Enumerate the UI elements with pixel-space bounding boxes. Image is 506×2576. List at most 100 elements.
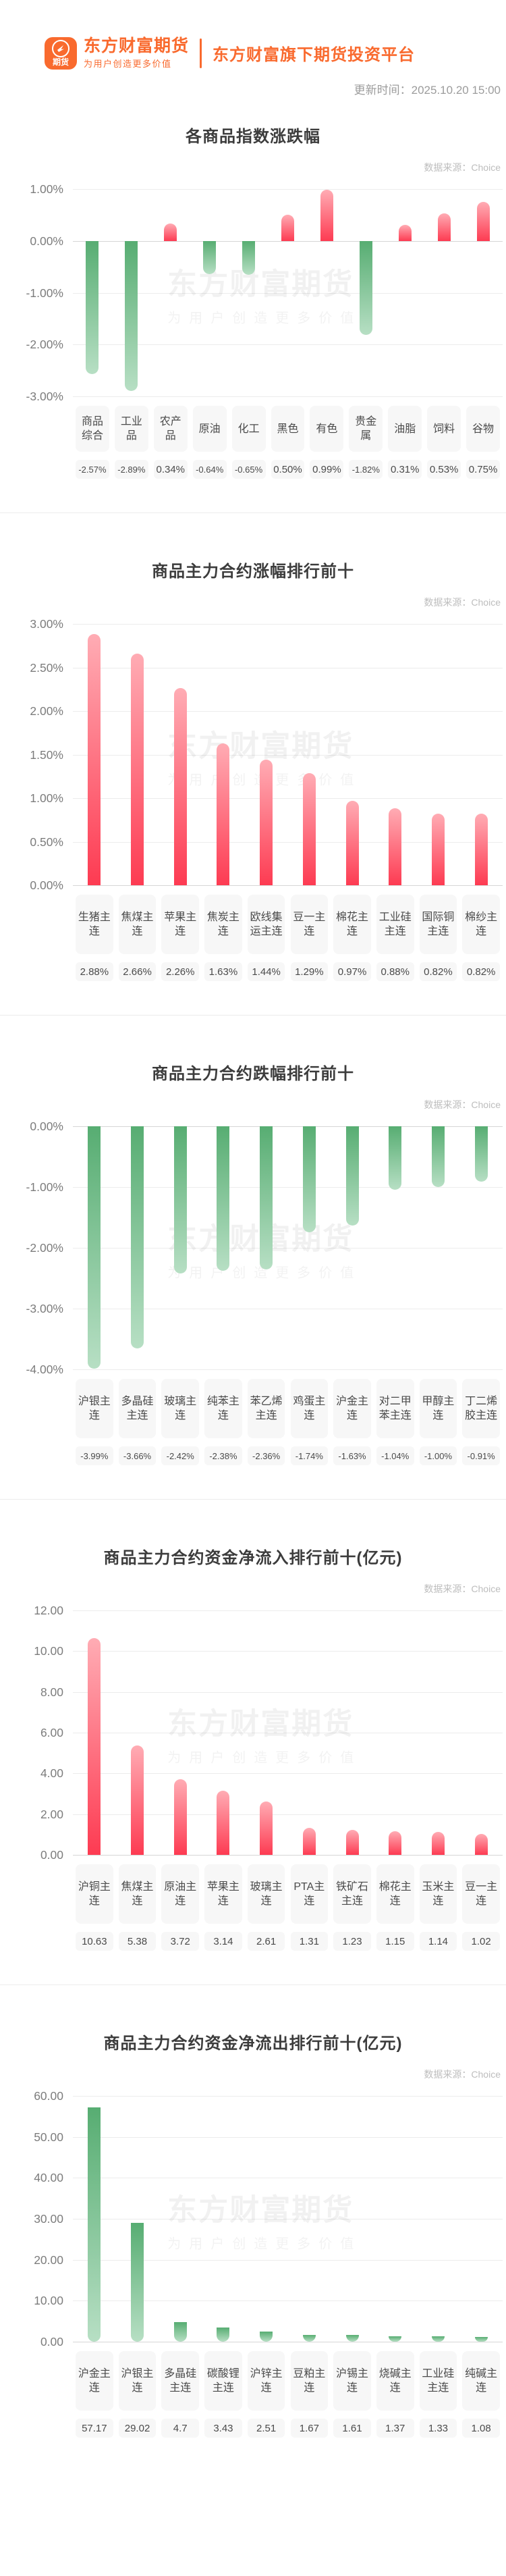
chart-title-index-change: 各商品指数涨跌幅	[186, 128, 320, 146]
category-chip: 生猪主连	[76, 895, 113, 954]
bar	[345, 2335, 359, 2342]
bar	[389, 1126, 402, 1190]
y-axis-tick-label: 1.50%	[30, 747, 63, 762]
category-chip: 黑色	[271, 406, 305, 452]
bar	[389, 808, 402, 885]
value-chip: -2.57%	[76, 460, 109, 479]
category-chip: 欧线集运主连	[247, 895, 285, 954]
grid-line	[73, 624, 503, 625]
watermark-line1: 东方财富期货	[167, 1707, 354, 1741]
category-chip: 焦煤主连	[118, 1864, 157, 1924]
bar	[359, 240, 372, 336]
grid-line	[73, 1126, 503, 1127]
bar	[302, 2334, 316, 2342]
y-axis-tick-label: 20.00	[34, 2253, 63, 2267]
category-chip: 烧碱主连	[376, 2351, 414, 2411]
category-chip: 棉花主连	[376, 1864, 414, 1924]
category-chip: 多晶硅主连	[161, 2351, 200, 2411]
y-axis-tick-label: 2.50%	[30, 660, 63, 675]
category-chip: 甲醇主连	[419, 1379, 457, 1438]
y-axis-tick-label: -1.00%	[26, 286, 63, 300]
y-axis-tick-label: 0.00	[40, 1848, 63, 1862]
value-chip: 0.97%	[333, 962, 371, 981]
grid-line	[73, 885, 503, 886]
value-chip: 29.02	[118, 2419, 157, 2438]
grid-line	[73, 292, 503, 294]
data-source-label: 数据来源：Choice	[424, 2069, 501, 2080]
category-chip: 工业品	[114, 406, 148, 452]
bar	[437, 213, 451, 241]
bar	[242, 240, 256, 275]
value-chip: -1.82%	[349, 460, 383, 479]
category-chip: 玻璃主连	[247, 1864, 285, 1924]
bar	[431, 1126, 445, 1187]
chart-section-net-outflow: 商品主力合约资金净流出排行前十(亿元) 数据来源：Choice 60.00 50.…	[0, 1985, 506, 2471]
section-divider	[0, 1499, 506, 1500]
y-axis-tick-label: 0.00%	[30, 234, 63, 248]
bar	[131, 2222, 144, 2342]
category-chip: 玻璃主连	[161, 1379, 200, 1438]
bar	[88, 2107, 101, 2342]
value-chip: 5.38	[118, 1932, 157, 1951]
grid-line	[73, 396, 503, 397]
bar	[389, 1831, 402, 1855]
bar	[217, 1126, 230, 1271]
value-chip: -2.38%	[204, 1446, 242, 1465]
futures-app-logo: 期货	[45, 36, 77, 70]
chart-title-top-losers: 商品主力合约跌幅排行前十	[152, 1065, 354, 1083]
value-chip: 0.53%	[427, 460, 461, 479]
category-chip: 饲料	[427, 406, 461, 452]
category-chip: 苯乙烯主连	[247, 1379, 285, 1438]
y-axis-tick-label: 30.00	[34, 2212, 63, 2226]
value-chip: 2.61	[247, 1932, 285, 1951]
category-chip: 原油主连	[161, 1864, 200, 1924]
grid-line	[73, 841, 503, 843]
value-chip: 0.82%	[419, 962, 457, 981]
value-chip: 1.14	[419, 1932, 457, 1951]
value-chip: 1.02	[462, 1932, 500, 1951]
watermark-line2: 为用户创造更多价值	[167, 2236, 362, 2252]
value-chip: -1.04%	[376, 1446, 414, 1465]
brand-name: 东方财富期货	[84, 36, 190, 55]
value-chip: 0.88%	[376, 962, 414, 981]
bar	[320, 189, 333, 241]
chart-title-top-gainers: 商品主力合约涨幅排行前十	[152, 562, 354, 581]
category-chip: 谷物	[466, 406, 500, 452]
data-source-label: 数据来源：Choice	[424, 162, 501, 173]
bar	[281, 215, 294, 241]
category-chip: 油脂	[388, 406, 422, 452]
bar	[260, 760, 273, 885]
category-labels-row: 沪铜主连 焦煤主连 原油主连 苹果主连 玻璃主连 PTA主连 铁矿石主连 棉花主连 玉米主连 豆一…	[0, 1864, 506, 1924]
bar	[474, 2337, 488, 2342]
grid-line	[73, 1855, 503, 1856]
grid-line	[73, 1187, 503, 1188]
bar	[431, 814, 445, 885]
value-chip: -1.63%	[333, 1446, 371, 1465]
value-chip: 2.66%	[118, 962, 157, 981]
value-chip: 0.31%	[388, 460, 422, 479]
value-chip: -3.99%	[76, 1446, 113, 1465]
category-chip: 丁二烯胶主连	[462, 1379, 500, 1438]
value-labels-row: 57.17 29.02 4.7 3.43 2.51 1.67 1.61 1.37 1.33 1.0…	[0, 2419, 506, 2438]
data-source-label: 数据来源：Choice	[424, 1583, 501, 1594]
y-axis-tick-label: 2.00	[40, 1807, 63, 1821]
category-chip: 棉纱主连	[462, 895, 500, 954]
value-chip: 1.67	[290, 2419, 329, 2438]
value-chip: 1.31	[290, 1932, 329, 1951]
category-chip: 纯苯主连	[204, 1379, 242, 1438]
bar	[474, 1126, 488, 1182]
category-labels-row: 生猪主连 焦煤主连 苹果主连 焦炭主连 欧线集运主连 豆一主连 棉花主连 工业硅主连 国际铜主连…	[0, 895, 506, 954]
grid-line	[73, 189, 503, 190]
grid-line	[73, 344, 503, 346]
value-chip: 0.34%	[153, 460, 188, 479]
value-chip: 3.43	[204, 2419, 242, 2438]
y-axis-tick-label: 3.00%	[30, 617, 63, 631]
value-labels-row: -2.57% -2.89% 0.34% -0.64% -0.65% 0.50% 0.99% -…	[0, 460, 506, 479]
category-chip: PTA主连	[290, 1864, 329, 1924]
y-axis-tick-label: 0.00	[40, 2335, 63, 2348]
grid-line	[73, 2096, 503, 2097]
grid-line	[73, 711, 503, 712]
grid-line	[73, 754, 503, 756]
brand-text-block: 东方财富期货 为用户创造更多价值	[84, 36, 189, 70]
category-chip: 鸡蛋主连	[290, 1379, 329, 1438]
